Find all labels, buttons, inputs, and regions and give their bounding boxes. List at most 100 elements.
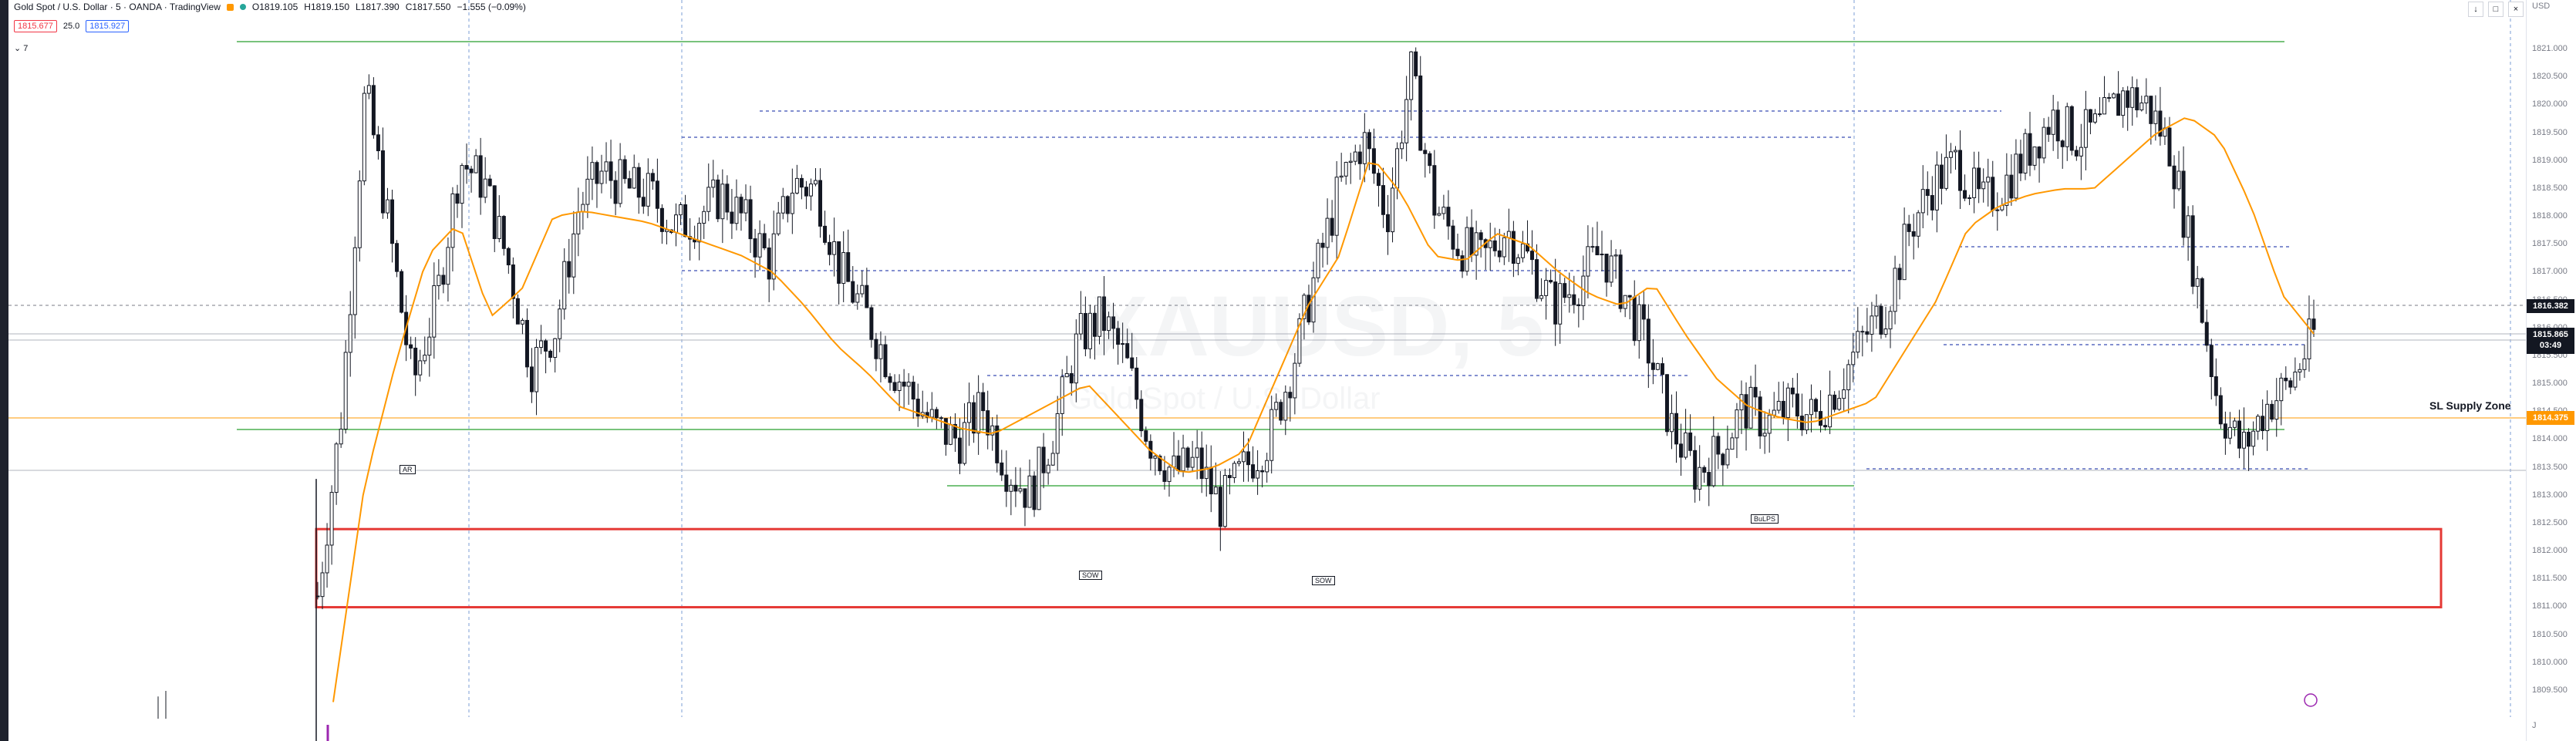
candle-body	[1730, 437, 1735, 450]
candle-body	[395, 243, 400, 272]
candle-body	[609, 161, 613, 181]
candle-body	[1934, 164, 1939, 211]
arrow-down-icon[interactable]: ↓	[2468, 2, 2483, 17]
market-open-icon	[239, 4, 246, 10]
candle-body	[892, 382, 897, 392]
candle-body	[1758, 396, 1762, 436]
candle-body	[590, 162, 595, 180]
candle-body	[1492, 240, 1497, 251]
price-axis[interactable]	[2526, 0, 2576, 741]
candle-body	[1330, 217, 1334, 236]
maximize-icon[interactable]: □	[2488, 2, 2504, 17]
axis-tick-label: 1819.500	[2532, 127, 2568, 137]
candle-body	[1916, 212, 1920, 237]
candle-body	[846, 252, 851, 282]
axis-tick-label: 1815.000	[2532, 379, 2568, 389]
candle-body	[1995, 209, 2000, 211]
candle-body	[506, 248, 511, 266]
candle-body	[2195, 278, 2200, 287]
candle-body	[1432, 165, 1437, 216]
candle-body	[799, 177, 804, 188]
candle-body	[1650, 362, 1655, 370]
indicators-toggle[interactable]: ⌄ 7	[14, 43, 28, 53]
candle-body	[1693, 450, 1698, 490]
candle-body	[679, 204, 683, 216]
candle-body	[1674, 413, 1679, 445]
candle-body	[2121, 90, 2126, 116]
candle-body	[1516, 257, 1520, 264]
candle-body	[883, 344, 888, 378]
candle-body	[1162, 470, 1167, 482]
candle-body	[757, 233, 762, 258]
candle-body	[604, 161, 609, 172]
candle-body	[1391, 187, 1395, 233]
candle-body	[725, 184, 730, 213]
candle-body	[1232, 463, 1236, 479]
candle-body	[553, 338, 558, 359]
last-price: 1815.865	[2533, 330, 2568, 339]
candle-body	[2018, 153, 2023, 173]
warning-icon[interactable]	[226, 3, 234, 11]
candle-body	[1725, 449, 1730, 466]
candle-body	[986, 410, 990, 436]
axis-tick-label: 1812.000	[2532, 546, 2568, 556]
close-icon[interactable]: ×	[2508, 2, 2524, 17]
candle-body	[1972, 167, 1977, 198]
axis-tick-label: 1818.500	[2532, 183, 2568, 193]
candle-body	[1535, 259, 1539, 299]
crosshair-price-tag: 1816.382	[2527, 299, 2574, 313]
candle-body	[460, 165, 464, 204]
candle-body	[1004, 474, 1009, 492]
symbol-title[interactable]: Gold Spot / U.S. Dollar · 5 · OANDA · Tr…	[14, 2, 221, 12]
candle-body	[730, 211, 734, 224]
candle-body	[376, 134, 380, 152]
candle-body	[1213, 487, 1218, 495]
axis-tick-label: 1819.000	[2532, 155, 2568, 165]
candle-body	[874, 339, 878, 359]
candle-body	[1925, 189, 1930, 197]
marker-ar: AR	[400, 465, 416, 474]
candle-body	[380, 150, 385, 214]
watermark-symbol: XAUUSD, 5	[1091, 279, 1544, 374]
candle-body	[943, 418, 948, 445]
candle-body	[1428, 153, 1432, 167]
candle-body	[1097, 296, 1101, 337]
candle-body	[1549, 280, 1553, 283]
ohlc-high: H1819.150	[304, 2, 349, 12]
candle-body	[1637, 304, 1641, 342]
candle-body	[1055, 413, 1060, 454]
candle-body	[2028, 133, 2032, 166]
candle-body	[2307, 318, 2311, 359]
candle-body	[1009, 484, 1013, 492]
candle-body	[1897, 268, 1902, 281]
axis-tick-label: 1812.500	[2532, 517, 2568, 527]
candle-body	[539, 340, 544, 349]
candle-body	[1991, 177, 1995, 211]
candle-body	[753, 238, 757, 258]
candle-body	[1357, 151, 1362, 164]
candle-body	[1460, 255, 1465, 272]
candle-body	[2288, 380, 2293, 388]
candle-body	[1870, 315, 1874, 335]
candle-body	[599, 170, 604, 184]
candle-body	[329, 492, 334, 546]
candle-body	[469, 168, 474, 173]
candle-body	[790, 192, 794, 214]
candle-body	[776, 212, 781, 234]
candle-body	[2037, 147, 2042, 159]
sell-button[interactable]: 1815.677	[14, 20, 57, 32]
candle-body	[2200, 278, 2204, 323]
candle-body	[865, 285, 869, 308]
candle-body	[1604, 254, 1609, 283]
candle-body	[1688, 432, 1693, 451]
marker-bulps: BuLPS	[1751, 514, 1779, 524]
candle-body	[2092, 113, 2097, 123]
buy-button[interactable]: 1815.927	[86, 20, 130, 32]
candle-body	[1320, 242, 1325, 248]
candle-body	[1953, 150, 1957, 153]
candle-body	[1041, 446, 1046, 473]
candle-body	[343, 352, 348, 430]
alert-icon	[2304, 693, 2318, 707]
candle-body	[1856, 331, 1860, 353]
candle-body	[1325, 217, 1330, 248]
